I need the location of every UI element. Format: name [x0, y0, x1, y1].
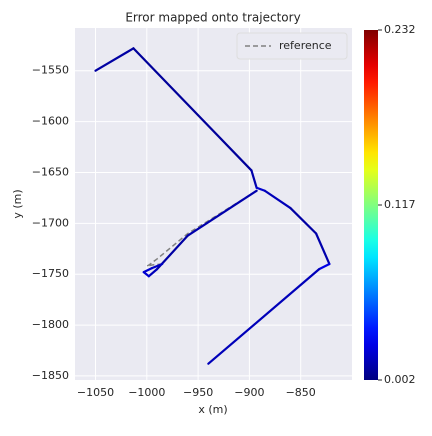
- chart-title: Error mapped onto trajectory: [125, 11, 300, 25]
- trajectory-segment: [150, 262, 164, 270]
- x-tick-label: −950: [183, 386, 213, 399]
- y-axis-label: y (m): [11, 189, 24, 218]
- y-tick-label: −1850: [32, 369, 69, 382]
- legend-label: reference: [279, 39, 332, 52]
- trajectory-segment: [186, 189, 258, 237]
- x-tick-label: −850: [286, 386, 316, 399]
- x-tick-label: −1050: [77, 386, 114, 399]
- trajectory-segment: [250, 169, 258, 189]
- trajectory-segment: [263, 189, 292, 210]
- plot-area: [75, 28, 352, 380]
- y-tick-label: −1700: [32, 216, 69, 229]
- trajectory-segment: [255, 186, 266, 192]
- x-tick-label: −1000: [128, 386, 165, 399]
- colorbar-tick-label: 0.117: [384, 198, 416, 211]
- x-axis-label: x (m): [198, 403, 227, 416]
- x-tick-label: −900: [234, 386, 264, 399]
- trajectory-segment: [132, 47, 253, 172]
- trajectory-segment: [289, 206, 318, 235]
- y-tick-label: −1600: [32, 115, 69, 128]
- trajectory-segment: [147, 268, 159, 278]
- y-tick-label: −1750: [32, 267, 69, 280]
- trajectory-segment: [314, 232, 331, 266]
- trajectory-segment: [318, 262, 331, 271]
- colorbar-tick-label: 0.002: [384, 373, 416, 386]
- trajectory-segment: [207, 268, 321, 365]
- y-tick-label: −1650: [32, 165, 69, 178]
- colorbar-tick-label: 0.232: [384, 23, 416, 36]
- colorbar: [364, 30, 378, 380]
- trajectory-segment: [94, 47, 135, 72]
- trajectory-segment: [142, 266, 154, 274]
- y-tick-label: −1550: [32, 64, 69, 77]
- y-tick-label: −1800: [32, 318, 69, 331]
- legend-box: [236, 32, 348, 60]
